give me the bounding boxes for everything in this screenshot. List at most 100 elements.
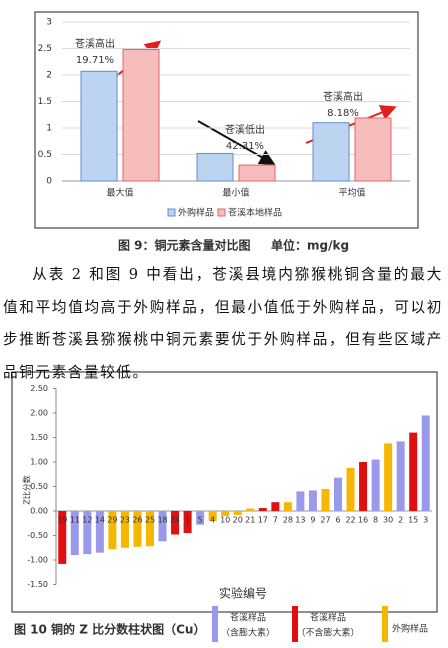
x-tick-label: 29 [107, 516, 117, 525]
y-tick-label: 1.00 [30, 458, 48, 467]
legend-swatch [382, 606, 388, 642]
figure9-frame [34, 11, 419, 229]
x-tick-label: 4 [210, 516, 215, 525]
y-tick-label: 1.50 [30, 433, 48, 442]
x-axis-title: 实验编号 [219, 586, 267, 601]
y-tick-label: 0.5 [38, 150, 52, 160]
legend-label: 苍溪本地样品 [228, 207, 282, 219]
y-tick-label: 1 [46, 124, 52, 134]
annotation-value: 42.31% [226, 141, 264, 152]
y-tick-label: -0.50 [27, 531, 48, 540]
bar [95, 511, 104, 553]
annotation-value: 19.71% [76, 55, 114, 66]
bar [312, 122, 350, 182]
legend-label: 外购样品 [392, 623, 428, 635]
figure-caption: 图 10 铜的 Z 比分数柱状图（Cu） [14, 622, 205, 637]
bar [359, 462, 368, 511]
figure-unit: 单位：mg/kg [271, 238, 349, 253]
bar [283, 502, 292, 511]
x-tick-label: 30 [383, 516, 393, 525]
bar [221, 511, 230, 516]
bar [296, 491, 305, 511]
bar [346, 467, 355, 511]
bar [354, 117, 392, 182]
x-tick-label: 2 [398, 516, 403, 525]
x-tick-label: 7 [273, 516, 278, 525]
y-tick-label: 0 [46, 177, 52, 187]
bar [122, 49, 160, 182]
legend-note: （含膨大素） [221, 627, 275, 639]
x-tick-label: 8 [373, 516, 378, 525]
x-tick-label: 10 [220, 516, 230, 525]
x-tick-label: 19 [57, 516, 67, 525]
x-tick-label: 平均值 [338, 187, 365, 199]
y-axis-title: Z比分数 [22, 475, 32, 504]
x-tick-label: 22 [345, 516, 355, 525]
legend-swatch [292, 606, 298, 642]
x-tick-label: 最大值 [106, 187, 133, 199]
bar [208, 511, 217, 521]
legend-label: 苍溪样品 [310, 612, 346, 624]
bar [196, 152, 234, 182]
x-tick-label: 20 [233, 516, 243, 525]
x-tick-label: 24 [170, 516, 180, 525]
annotation: 苍溪低出 [225, 123, 265, 136]
bar [70, 511, 79, 556]
x-tick-label: 13 [295, 516, 305, 525]
legend-note: （不含膨大素） [296, 627, 359, 639]
x-tick-label: 1 [185, 516, 190, 525]
y-tick-label: 2.50 [30, 384, 48, 393]
x-tick-label: 5 [198, 516, 203, 525]
y-tick-label: 1.5 [38, 97, 52, 107]
x-tick-label: 27 [320, 516, 330, 525]
x-tick-label: 6 [335, 516, 340, 525]
x-tick-label: 9 [310, 516, 315, 525]
bar [271, 502, 280, 511]
y-tick-label: 2 [46, 71, 52, 81]
bar [233, 511, 242, 515]
x-tick-label: 25 [145, 516, 155, 525]
y-tick-label: 0.50 [30, 482, 48, 491]
bar [133, 511, 142, 547]
x-tick-label: 12 [82, 516, 92, 525]
bar [183, 511, 192, 534]
legend-swatch [212, 606, 218, 642]
bar [80, 70, 118, 182]
x-tick-label: 最小值 [222, 187, 249, 199]
bar [421, 415, 430, 511]
x-tick-label: 23 [120, 516, 130, 525]
figure10-frame [11, 371, 438, 613]
legend-swatch [217, 208, 226, 217]
bar [58, 511, 67, 564]
x-tick-label: 18 [157, 516, 167, 525]
annotation: 苍溪高出 [75, 37, 115, 50]
bar [396, 441, 405, 511]
bar [258, 508, 267, 511]
y-tick-label: 2.00 [30, 409, 48, 418]
bar [238, 164, 276, 182]
legend-label: 苍溪样品 [230, 612, 266, 624]
bar [384, 443, 393, 511]
x-tick-label: 3 [423, 516, 428, 525]
bar [146, 511, 154, 547]
legend-swatch [167, 208, 176, 217]
bar [83, 511, 92, 555]
y-tick-label: -1.00 [27, 556, 48, 565]
x-tick-label: 26 [132, 516, 142, 525]
figure-caption: 图 9：铜元素含量对比图 [118, 238, 251, 253]
bar [108, 511, 117, 550]
x-tick-label: 11 [70, 516, 80, 525]
x-tick-label: 14 [95, 516, 105, 525]
x-tick-label: 21 [245, 516, 255, 525]
y-tick-label: 0.00 [30, 507, 48, 516]
bar [120, 511, 129, 548]
y-tick-label: 2.5 [38, 44, 52, 54]
y-tick-label: -1.50 [27, 580, 48, 589]
annotation: 苍溪高出 [323, 90, 363, 103]
bar [371, 459, 380, 511]
bar [409, 432, 418, 511]
paragraph: 从表 2 和图 9 中看出，苍溪县境内猕猴桃铜含量的最大值和平均值均高于外购样品… [3, 266, 443, 381]
bar [321, 488, 330, 511]
